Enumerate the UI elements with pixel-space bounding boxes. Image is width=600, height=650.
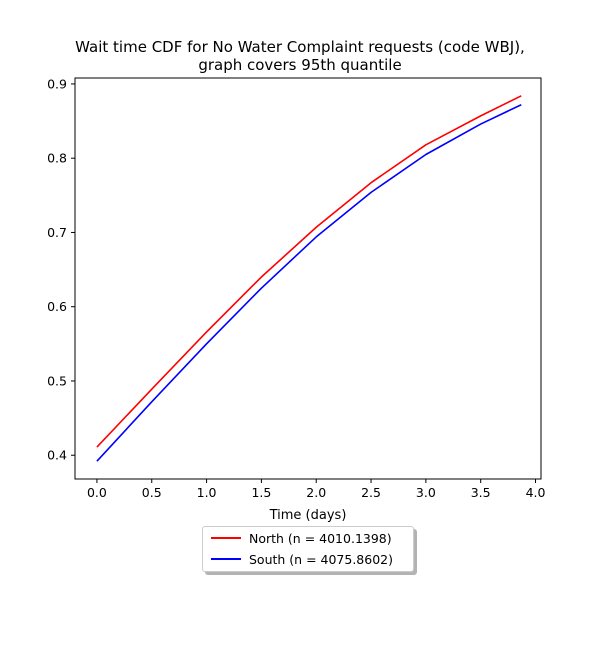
- x-tick-label: 1.5: [251, 485, 271, 500]
- legend-item-north: North (n = 4010.1398): [211, 529, 392, 547]
- y-tick-label: 0.5: [47, 373, 67, 388]
- legend-label-north: North (n = 4010.1398): [249, 530, 392, 546]
- legend-swatch-south: [211, 558, 241, 560]
- x-axis-label: Time (days): [269, 508, 347, 523]
- x-tick-label: 1.0: [197, 485, 217, 500]
- y-tick-label: 0.4: [47, 448, 67, 463]
- x-tick-label: 3.5: [471, 485, 491, 500]
- x-tick-label: 2.0: [306, 485, 326, 500]
- y-tick-label: 0.8: [47, 151, 67, 166]
- axes-frame: [74, 77, 542, 480]
- x-tick-label: 2.5: [361, 485, 381, 500]
- chart-title-line2: graph covers 95th quantile: [198, 56, 402, 74]
- chart-title-line1: Wait time CDF for No Water Complaint req…: [75, 38, 525, 56]
- tick-layer: 0.0 0.5 1.0 1.5 2.0 2.5 3.0 3.5 4.0 0.4 0.5 0.6 0.7 0…: [47, 76, 545, 500]
- series-line-north: [96, 95, 522, 448]
- y-tick-label: 0.7: [47, 225, 67, 240]
- series-layer: [96, 95, 522, 462]
- y-tick-label: 0.9: [47, 76, 67, 91]
- legend-swatch-north: [211, 537, 241, 539]
- y-tick-label: 0.6: [47, 299, 67, 314]
- x-tick-label: 0.5: [142, 485, 162, 500]
- x-tick-label: 0.0: [87, 485, 107, 500]
- x-tick-label: 3.0: [416, 485, 436, 500]
- series-line-south: [96, 104, 522, 462]
- legend-label-south: South (n = 4075.8602): [249, 551, 393, 567]
- legend: North (n = 4010.1398) South (n = 4075.86…: [202, 526, 414, 572]
- x-tick-label: 4.0: [526, 485, 546, 500]
- legend-item-south: South (n = 4075.8602): [211, 550, 393, 568]
